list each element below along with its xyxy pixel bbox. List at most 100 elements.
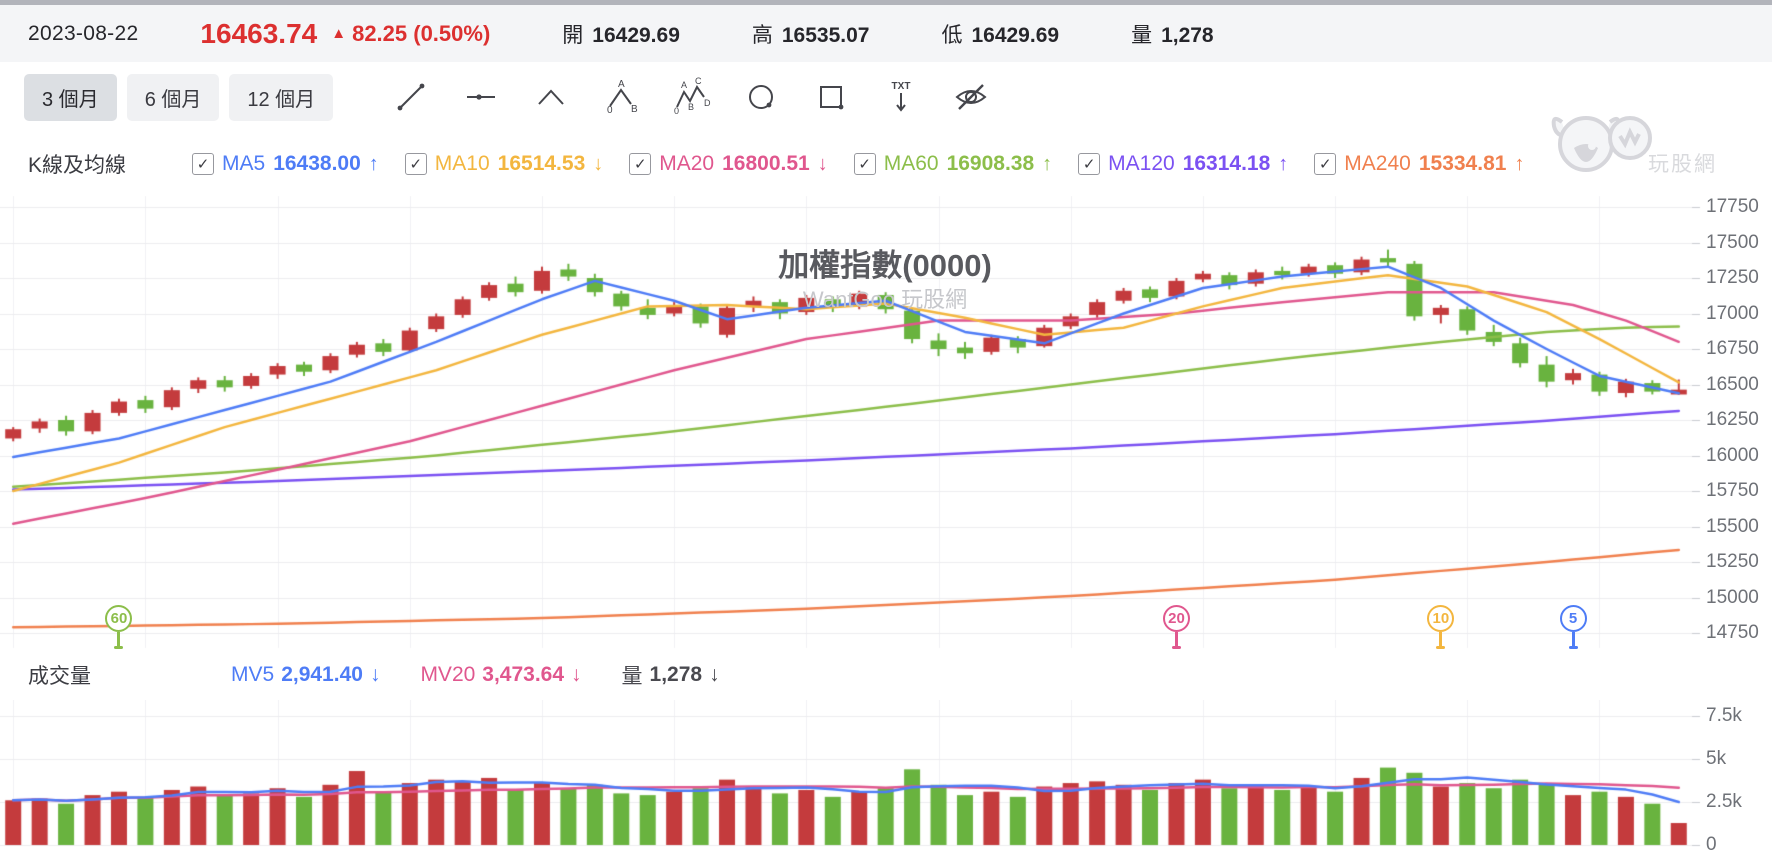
period-button-3個月[interactable]: 3 個月 — [24, 73, 117, 121]
ma10-direction-arrow: ↓ — [593, 152, 604, 175]
price-axis-tick: 15000 — [1706, 586, 1759, 608]
price-axis-tick: 17000 — [1706, 302, 1759, 324]
quote-header: 2023-08-22 16463.74 ▲ 82.25 (0.50%) 開 164… — [0, 5, 1772, 62]
abcd-wave-tool-icon[interactable]: 0 A B C D — [671, 77, 711, 117]
price-axis-tick: 17500 — [1706, 231, 1759, 253]
ma-legend-item-ma120: ✓ MA120 16314.18 ↑ — [1078, 152, 1288, 176]
ma120-value: 16314.18 — [1182, 152, 1271, 175]
mv5-label: MV5 — [231, 663, 275, 686]
pin-stem — [117, 632, 121, 646]
pin-foot — [1171, 646, 1181, 649]
volume-section-title: 成交量 — [28, 665, 91, 688]
ma-window-pin-20: 20 — [1162, 605, 1190, 632]
ma120-direction-arrow: ↑ — [1278, 152, 1289, 175]
svg-text:0: 0 — [674, 106, 679, 116]
volume-axis-tick: 0 — [1706, 834, 1717, 855]
pin-stem — [1571, 632, 1575, 646]
ma5-checkbox[interactable]: ✓ — [192, 153, 215, 175]
low-label: 低 — [941, 23, 963, 47]
price-axis-tick: 17750 — [1706, 196, 1759, 217]
price-axis-tick: 16750 — [1706, 338, 1759, 359]
pin-foot — [1436, 646, 1446, 649]
current-volume-direction-arrow: ↓ — [709, 663, 720, 686]
volume-axis-tick: 5k — [1706, 748, 1727, 769]
price-up-arrow-icon: ▲ — [331, 25, 347, 42]
ma20-direction-arrow: ↓ — [817, 152, 828, 175]
price-axis-tick: 15500 — [1706, 515, 1759, 537]
rectangle-tool-icon[interactable] — [811, 77, 851, 117]
ma-legend-item-ma240: ✓ MA240 15334.81 ↑ — [1314, 152, 1524, 176]
ma10-checkbox[interactable]: ✓ — [404, 153, 427, 175]
ma60-value: 16908.38 — [946, 152, 1035, 175]
ellipse-tool-icon[interactable] — [741, 77, 781, 117]
high-value: 16535.07 — [781, 23, 870, 47]
ma240-direction-arrow: ↑ — [1514, 152, 1525, 175]
abc-pattern-tool-icon[interactable]: 0 A B — [601, 77, 641, 117]
price-change: 82.25 (0.50%) — [352, 20, 491, 46]
ma20-label: MA20 — [659, 152, 715, 175]
ma60-label: MA60 — [883, 152, 939, 175]
kline-legend-title: K線及均線 — [28, 154, 127, 177]
price-axis-tick: 17250 — [1706, 267, 1759, 288]
mv20-direction-arrow: ↓ — [571, 663, 582, 686]
drawing-tools: 0 A B 0 A B C D TXT — [391, 77, 991, 117]
price-axis-tick: 14750 — [1706, 622, 1759, 643]
ma120-checkbox[interactable]: ✓ — [1078, 153, 1101, 175]
ma240-label: MA240 — [1344, 152, 1411, 175]
ma5-value: 16438.00 — [273, 152, 361, 175]
quote-date: 2023-08-22 — [28, 21, 139, 45]
angle-line-tool-icon[interactable] — [531, 77, 571, 117]
volume-legend-row: 成交量 MV5 2,941.40 ↓ MV20 3,473.64 ↓ 量 1,2… — [0, 650, 1772, 700]
current-volume-label: 量 — [621, 665, 643, 688]
ma240-checkbox[interactable]: ✓ — [1314, 153, 1337, 175]
pin-stem — [1174, 632, 1178, 646]
ma-window-pin-60: 60 — [105, 605, 133, 632]
ma10-value: 16514.53 — [497, 152, 586, 175]
ma-legend-row: K線及均線 ✓ MA5 16438.00 ↑ ✓ MA10 16514.53 ↓ ✓ MA20 16… — [0, 132, 1772, 196]
ma-legend-item-ma60: ✓ MA60 16908.38 ↑ — [853, 152, 1053, 176]
top-scrollbar[interactable] — [0, 0, 1772, 5]
ma-window-pin-10: 10 — [1427, 605, 1455, 632]
price-axis-tick: 16250 — [1706, 409, 1759, 430]
ma60-checkbox[interactable]: ✓ — [853, 153, 876, 175]
svg-text:B: B — [631, 104, 638, 115]
svg-text:C: C — [695, 77, 702, 86]
volume-axis-tick: 7.5k — [1706, 705, 1742, 726]
text-annotation-tool-icon[interactable]: TXT — [881, 77, 921, 117]
price-axis-tick: 15750 — [1706, 480, 1759, 501]
mv20-value: 3,473.64 — [482, 663, 565, 686]
volume-label: 量 — [1131, 23, 1153, 47]
mv20-label: MV20 — [420, 663, 476, 686]
volume-axis-tick: 2.5k — [1706, 791, 1742, 812]
ma20-checkbox[interactable]: ✓ — [629, 153, 652, 175]
low-value: 16429.69 — [971, 23, 1060, 47]
svg-text:A: A — [618, 79, 625, 90]
chart-toolbar: 3 個月 6 個月 12 個月 0 A B 0 A B C D TXT — [0, 62, 1772, 132]
ma10-label: MA10 — [434, 152, 490, 175]
ma5-label: MA5 — [222, 152, 266, 175]
open-label: 開 — [562, 23, 584, 47]
ma60-direction-arrow: ↑ — [1042, 152, 1053, 175]
ma-legend-item-ma20: ✓ MA20 16800.51 ↓ — [629, 152, 828, 176]
svg-text:0: 0 — [607, 105, 613, 116]
ma240-value: 15334.81 — [1418, 152, 1507, 175]
ma120-label: MA120 — [1108, 152, 1175, 175]
ma-legend-item-ma10: ✓ MA10 16514.53 ↓ — [404, 152, 604, 176]
svg-text:D: D — [704, 98, 711, 108]
pin-foot — [114, 646, 124, 649]
last-price: 16463.74 — [200, 17, 318, 49]
current-volume-value: 1,278 — [649, 663, 703, 686]
price-axis-tick: 15250 — [1706, 551, 1759, 572]
period-buttons: 3 個月 6 個月 12 個月 — [0, 73, 334, 121]
period-button-12個月[interactable]: 12 個月 — [229, 73, 334, 121]
horizontal-line-tool-icon[interactable] — [461, 77, 501, 117]
period-button-6個月[interactable]: 6 個月 — [126, 73, 220, 121]
price-axis-tick: 16000 — [1706, 444, 1759, 466]
high-label: 高 — [751, 23, 773, 47]
hide-drawings-icon[interactable] — [951, 77, 991, 117]
open-value: 16429.69 — [592, 23, 680, 47]
ma-legend: ✓ MA5 16438.00 ↑ ✓ MA10 16514.53 ↓ ✓ MA20 16800.51… — [192, 152, 1524, 176]
mv5-direction-arrow: ↓ — [369, 663, 381, 686]
ma20-value: 16800.51 — [722, 152, 810, 175]
trend-line-tool-icon[interactable] — [391, 77, 431, 117]
